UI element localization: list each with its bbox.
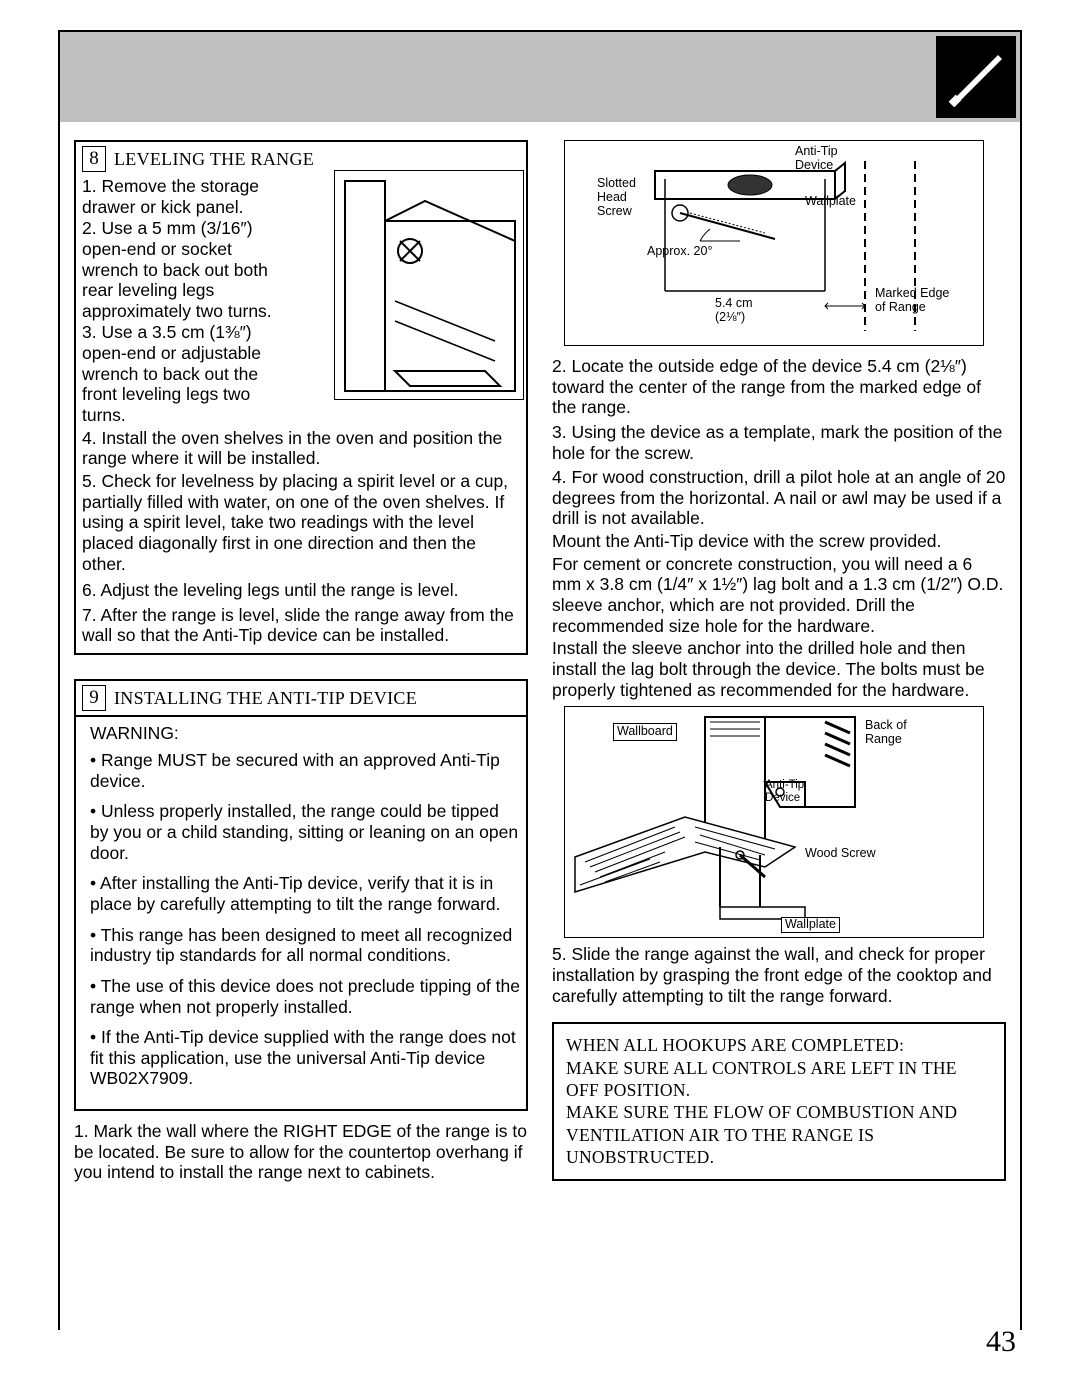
final-l1: WHEN ALL HOOKUPS ARE COMPLETED: [566,1034,992,1056]
s8-p4: 4. Install the oven shelves in the oven … [82,428,520,469]
section-9-box: 9 INSTALLING THE ANTI-TIP DEVICE WARNING… [74,679,528,1111]
fig1-slotted-label: Slotted Head Screw [597,177,636,218]
rc-p4d: Install the sleeve anchor into the drill… [552,638,1006,700]
fig1-marked-label: Marked Edge of Range [875,287,949,315]
fig1-dist-label: 5.4 cm (2⅛″) [715,297,753,325]
step-number-8: 8 [82,146,106,172]
right-column: Anti-Tip Device Slotted Head Screw Wallp… [552,140,1006,1184]
step-number-9: 9 [82,685,106,711]
rc-p5: 5. Slide the range against the wall, and… [552,944,1006,1006]
leveling-figure [334,170,524,400]
page-number: 43 [986,1325,1016,1359]
fig1-anti-tip-label: Anti-Tip Device [795,145,838,173]
rc-p2: 2. Locate the outside edge of the device… [552,356,1006,418]
s9-b3: • After installing the Anti-Tip device, … [90,873,520,914]
section-9-title: INSTALLING THE ANTI-TIP DEVICE [114,688,417,709]
s8-p1: 1. Remove the storage drawer or kick pan… [82,176,292,217]
fig1-approx-label: Approx. 20° [647,245,712,259]
s8-p2: 2. Use a 5 mm (3/16″) open-end or socket… [82,218,292,321]
fig2-wallplate-label: Wallplate [781,917,840,933]
fig2-anti-tip-label: Anti-Tip Device [765,779,804,804]
figure-anti-tip-side: Wallboard Back of Range Anti-Tip Device … [564,706,984,938]
final-notice-box: WHEN ALL HOOKUPS ARE COMPLETED: MAKE SUR… [552,1022,1006,1180]
section-8-title: LEVELING THE RANGE [114,149,314,170]
content-columns: 8 LEVELING THE RANGE 1. Remove the stora… [74,140,1006,1184]
s9-b4: • This range has been designed to meet a… [90,925,520,966]
s8-p7: 7. After the range is level, slide the r… [82,605,520,646]
fig2-wallboard-label: Wallboard [613,723,677,741]
s9-b6: • If the Anti-Tip device supplied with t… [90,1027,520,1089]
screwdriver-icon [936,36,1016,118]
s8-p6: 6. Adjust the leveling legs until the ra… [82,580,520,601]
rc-p3: 3. Using the device as a template, mark … [552,422,1006,463]
header-bar [60,32,1020,122]
rc-p4b: Mount the Anti-Tip device with the screw… [552,531,1006,552]
fig1-wallplate-label: Wallplate [805,195,856,209]
rc-p4: 4. For wood construction, drill a pilot … [552,467,1006,529]
fig2-wood-screw-label: Wood Screw [805,847,876,861]
warning-label: WARNING: [90,723,520,744]
fig2-back-label: Back of Range [865,719,907,747]
left-column: 8 LEVELING THE RANGE 1. Remove the stora… [74,140,528,1184]
s9-b5: • The use of this device does not preclu… [90,976,520,1017]
s9-b1: • Range MUST be secured with an approved… [90,750,520,791]
final-l3: MAKE SURE THE FLOW OF COMBUSTION AND VEN… [566,1101,992,1168]
figure-anti-tip-top: Anti-Tip Device Slotted Head Screw Wallp… [564,140,984,346]
s8-p3: 3. Use a 3.5 cm (1⅜″) open-end or adjust… [82,322,292,425]
s9-b2: • Unless properly installed, the range c… [90,801,520,863]
final-l2: MAKE SURE ALL CONTROLS ARE LEFT IN THE O… [566,1057,992,1102]
rc-p4c: For cement or concrete construction, you… [552,554,1006,637]
s8-p5: 5. Check for levelness by placing a spir… [82,471,520,574]
section-8-box: 8 LEVELING THE RANGE 1. Remove the stora… [74,140,528,655]
s9-after1: 1. Mark the wall where the RIGHT EDGE of… [74,1121,528,1183]
